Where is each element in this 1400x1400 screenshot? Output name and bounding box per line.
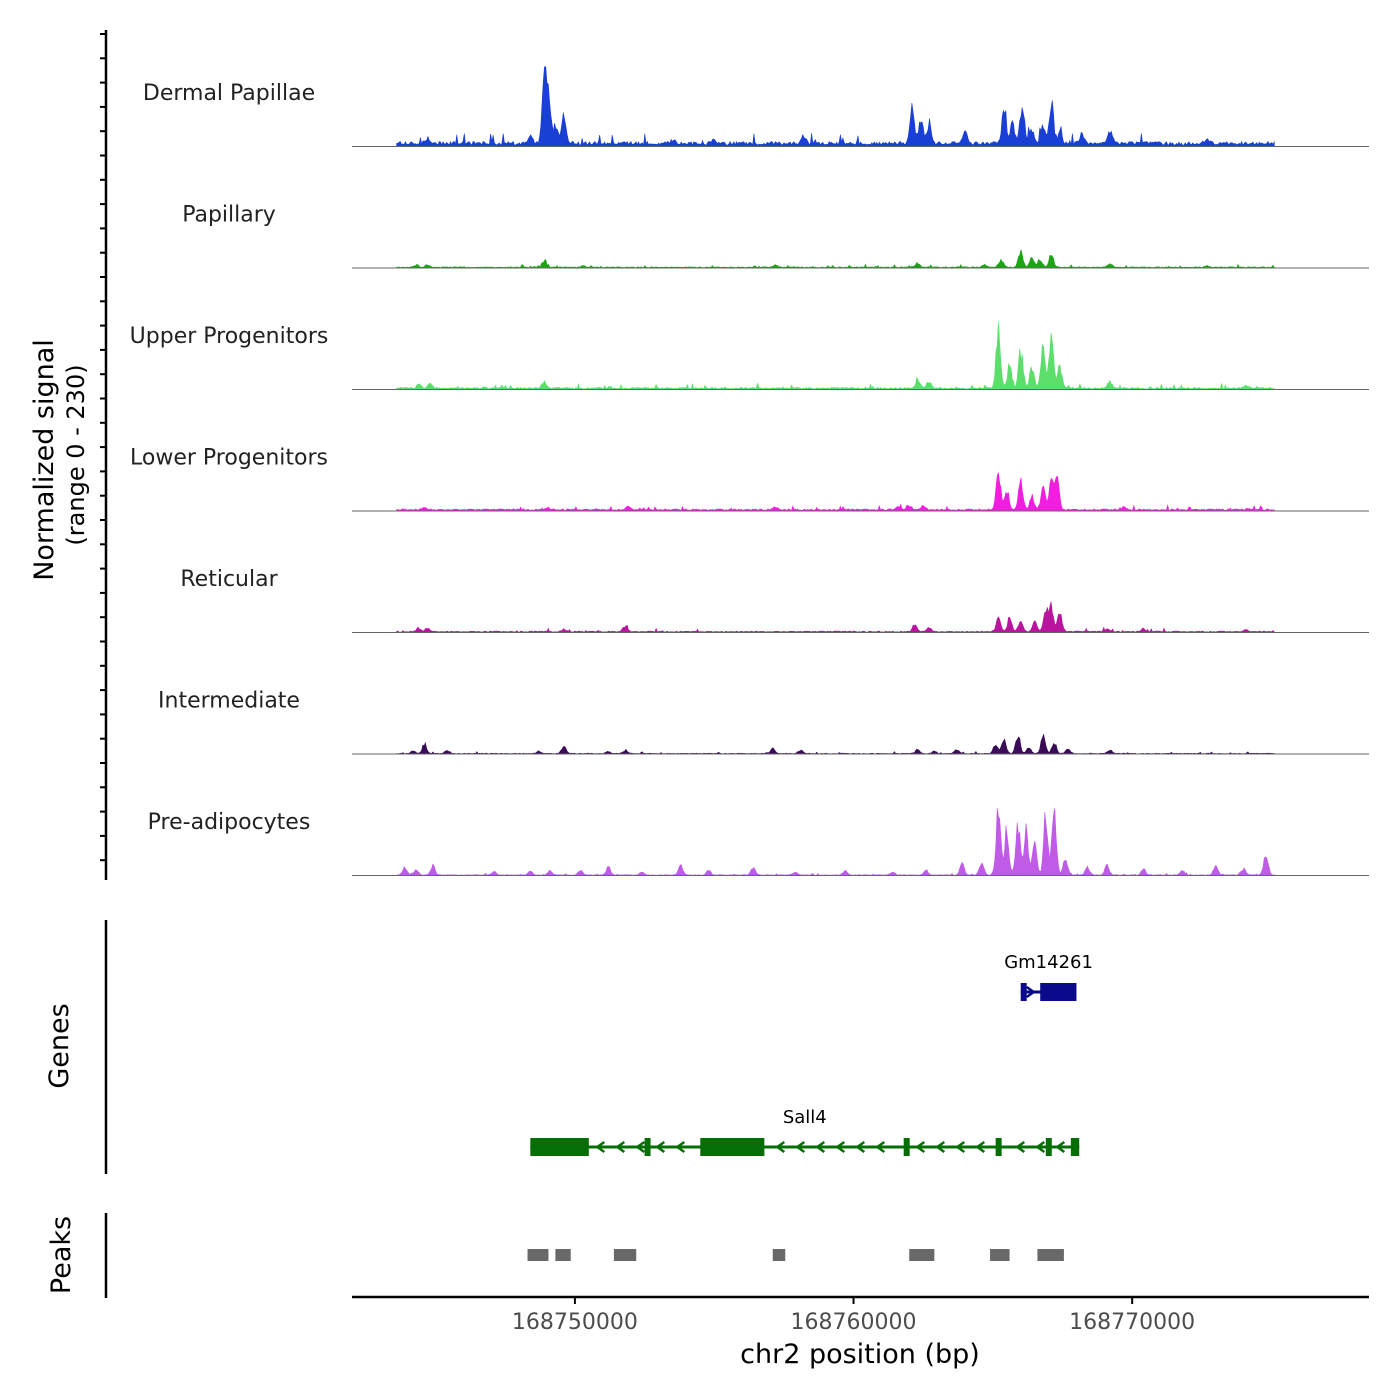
- track-dermal-papillae: Dermal Papillae: [143, 66, 1369, 147]
- gene-label: Sall4: [783, 1107, 827, 1128]
- track-papillary: Papillary: [182, 203, 1369, 269]
- y-axis-title-line2: (range 0 - 230): [62, 364, 90, 545]
- peak-region: [555, 1249, 571, 1261]
- strand-chevron: [795, 1140, 806, 1154]
- peak-region: [527, 1249, 549, 1261]
- track-label: Lower Progenitors: [130, 446, 328, 471]
- strand-chevron: [955, 1140, 966, 1154]
- strand-chevron: [1055, 1140, 1066, 1154]
- strand-chevron: [655, 1140, 666, 1154]
- strand-chevron: [635, 1140, 646, 1154]
- gene-exon: [1070, 1138, 1080, 1156]
- gene-exon: [644, 1138, 651, 1156]
- strand-chevron: [675, 1140, 686, 1154]
- track-signal-area: [396, 733, 1275, 755]
- track-label: Pre-adipocytes: [148, 810, 311, 835]
- signal-tracks: Dermal Papillae Papillary Upper Progenitor…: [130, 66, 1369, 876]
- peak-region: [772, 1249, 786, 1261]
- y-axis-title-line1: Normalized signal: [29, 339, 60, 581]
- track-signal-area: [396, 601, 1275, 633]
- gene-exon: [700, 1138, 765, 1156]
- strand-chevron: [1035, 1140, 1046, 1154]
- strand-chevron: [1015, 1140, 1026, 1154]
- strand-chevron: [615, 1140, 626, 1154]
- track-signal-area: [396, 249, 1275, 269]
- strand-chevron: [915, 1140, 926, 1154]
- strand-chevron: [835, 1140, 846, 1154]
- track-signal-area: [396, 808, 1275, 876]
- peaks-panel: Peaks: [46, 1213, 1064, 1298]
- x-tick-label: 168760000: [791, 1310, 917, 1335]
- strand-chevron: [875, 1140, 886, 1154]
- peak-region: [613, 1249, 637, 1261]
- strand-chevron: [775, 1140, 786, 1154]
- track-reticular: Reticular: [180, 567, 1369, 633]
- gene-exon: [1020, 983, 1027, 1001]
- track-label: Reticular: [180, 567, 278, 592]
- track-upper-progenitors: Upper Progenitors: [130, 321, 1369, 390]
- y-axis: [100, 30, 108, 880]
- gene-exon: [995, 1138, 1002, 1156]
- x-axis: 168750000 168760000 168770000: [352, 1295, 1369, 1335]
- gene-label: Gm14261: [1004, 952, 1093, 973]
- x-tick-label: 168750000: [512, 1310, 638, 1335]
- peak-region: [990, 1249, 1010, 1261]
- peak-region: [909, 1249, 935, 1261]
- strand-chevron: [975, 1140, 986, 1154]
- track-pre-adipocytes: Pre-adipocytes: [148, 808, 1369, 876]
- track-lower-progenitors: Lower Progenitors: [130, 446, 1369, 512]
- track-label: Papillary: [182, 203, 276, 228]
- gene-exon: [530, 1138, 589, 1156]
- gene-exon: [1040, 983, 1077, 1001]
- x-tick-label: 168770000: [1069, 1310, 1195, 1335]
- strand-chevron: [855, 1140, 866, 1154]
- peak-region: [1037, 1249, 1064, 1261]
- strand-chevron: [595, 1140, 606, 1154]
- x-axis-title: chr2 position (bp): [740, 1339, 980, 1370]
- track-label: Intermediate: [158, 689, 300, 714]
- genes-panel: Genes Gm14261 Sall4: [44, 920, 1093, 1174]
- genes-axis-title: Genes: [44, 1003, 75, 1088]
- y-axis-title: Normalized signal (range 0 - 230): [29, 339, 90, 581]
- peaks-axis-title: Peaks: [46, 1216, 77, 1294]
- gene-sall4: Sall4: [530, 1107, 1080, 1156]
- track-intermediate: Intermediate: [158, 689, 1369, 755]
- track-label: Dermal Papillae: [143, 81, 315, 106]
- gene-exon: [1045, 1138, 1052, 1156]
- track-signal-area: [396, 66, 1275, 147]
- strand-chevron: [935, 1140, 946, 1154]
- gene-gm14261: Gm14261: [1004, 952, 1093, 1001]
- track-signal-area: [396, 321, 1275, 390]
- gene-exon: [903, 1138, 910, 1156]
- strand-chevron: [815, 1140, 826, 1154]
- track-signal-area: [396, 472, 1275, 512]
- track-label: Upper Progenitors: [130, 324, 329, 349]
- strand-chevron: [1025, 985, 1036, 999]
